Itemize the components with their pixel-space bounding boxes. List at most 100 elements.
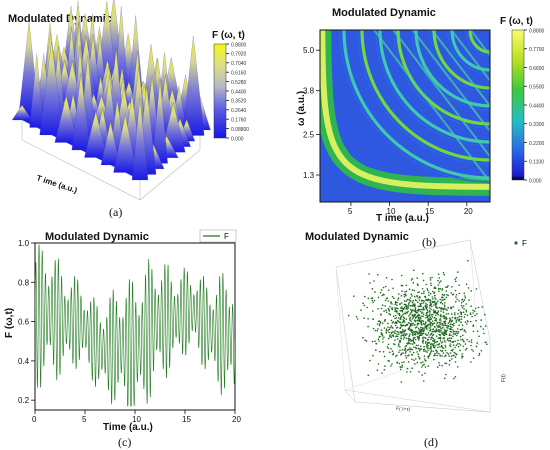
panel-d-point [450, 292, 453, 294]
panel-d-point [443, 317, 445, 320]
panel-d-point [434, 326, 436, 328]
panel-d-point [405, 305, 407, 307]
panel-d-point [403, 296, 406, 298]
panel-d-point [431, 305, 433, 308]
panel-d-point [392, 343, 395, 345]
panel-d-point [418, 330, 421, 333]
panel-d-point [381, 294, 384, 297]
panel-d-point [443, 328, 446, 331]
panel-d-point [394, 310, 396, 313]
panel-d-point [353, 295, 355, 298]
panel-d-point [417, 344, 420, 347]
panel-d-point [426, 311, 429, 314]
panel-d-point [400, 274, 403, 277]
panel-d-point [400, 335, 402, 337]
panel-d-point [425, 316, 427, 319]
panel-d-point [441, 332, 444, 335]
panel-d-point [409, 324, 412, 327]
panel-d-point [464, 297, 467, 299]
panel-d-point [418, 348, 420, 350]
panel-d-point [368, 273, 370, 275]
panel-d-point [435, 306, 438, 309]
panel-d-point [447, 285, 449, 287]
panel-d-point [378, 323, 381, 326]
panel-d-point [402, 352, 405, 354]
panel-d-point [416, 361, 419, 364]
panel-d-point [418, 299, 421, 302]
panel-d-point [426, 334, 429, 336]
panel-d-point [402, 338, 405, 340]
panel-d-point [462, 300, 465, 303]
panel-a-surface-peak [84, 111, 108, 158]
panel-d-point [421, 323, 423, 326]
panel-d-point [472, 325, 475, 328]
panel-d-point [432, 337, 435, 340]
panel-d-point [442, 299, 445, 301]
panel-d-point [377, 338, 380, 341]
panel-d-point [425, 325, 428, 328]
panel-d-point [386, 346, 389, 348]
panel-d-point [402, 316, 405, 319]
panel-d-point [411, 367, 413, 370]
panel-d-point [465, 331, 467, 333]
panel-d-point [457, 313, 459, 315]
panel-b-streak [411, 30, 490, 132]
panel-d-point [449, 359, 451, 362]
panel-d-point [428, 336, 430, 339]
panel-d-point [457, 339, 459, 342]
panel-d-point [461, 338, 464, 341]
panel-d-point [439, 346, 441, 348]
panel-d-point [449, 319, 451, 322]
panel-d-point [401, 321, 404, 324]
panel-d-point [441, 347, 444, 349]
panel-d-point [398, 314, 400, 316]
panel-d-point [443, 339, 446, 342]
panel-d-point [413, 289, 416, 292]
panel-d-point [405, 318, 408, 321]
panel-d-point [383, 327, 386, 329]
panel-d-point [407, 355, 409, 357]
panel-d-point [449, 352, 452, 354]
panel-d-point [418, 322, 420, 325]
panel-d-point [439, 326, 442, 328]
panel-d-point [438, 342, 441, 345]
panel-d-point [402, 319, 405, 322]
panel-d-point [394, 314, 397, 317]
panel-d-point [453, 322, 455, 325]
panel-d-point [451, 286, 453, 288]
panel-d-point [405, 357, 408, 359]
panel-d-point [448, 364, 451, 366]
panel-d-point [379, 335, 381, 338]
panel-d-point [398, 351, 400, 354]
panel-d-point [400, 307, 402, 309]
panel-d-point [449, 327, 452, 330]
panel-d-point [380, 307, 383, 310]
panel-d-point [390, 336, 393, 339]
panel-d-point [438, 328, 440, 331]
panel-b-x-tick-label: 20 [464, 207, 473, 216]
panel-d-point [431, 342, 433, 345]
panel-d-point [421, 333, 424, 335]
panel-d-point [396, 362, 399, 364]
panel-d-point [463, 340, 465, 343]
panel-d-point [381, 322, 384, 325]
panel-d-point [421, 288, 424, 290]
panel-d-point [423, 290, 425, 293]
panel-d-point [371, 288, 374, 290]
panel-d-point [410, 279, 413, 281]
panel-d-point [448, 333, 451, 335]
panel-c-y-tick-label: 0.4 [18, 357, 30, 366]
panel-d-point [417, 291, 419, 294]
panel-d-point [406, 333, 408, 335]
panel-d-point [445, 313, 448, 315]
panel-d-point [418, 350, 421, 352]
panel-d-point [443, 273, 446, 276]
panel-d-point [461, 353, 464, 355]
panel-d-point [460, 313, 463, 316]
panel-d-point [441, 303, 444, 305]
panel-d-point [373, 280, 375, 282]
panel-d-point [383, 355, 386, 358]
panel-a-surface-peak [54, 95, 78, 143]
panel-d-point [428, 354, 431, 357]
panel-d-point [412, 303, 415, 306]
